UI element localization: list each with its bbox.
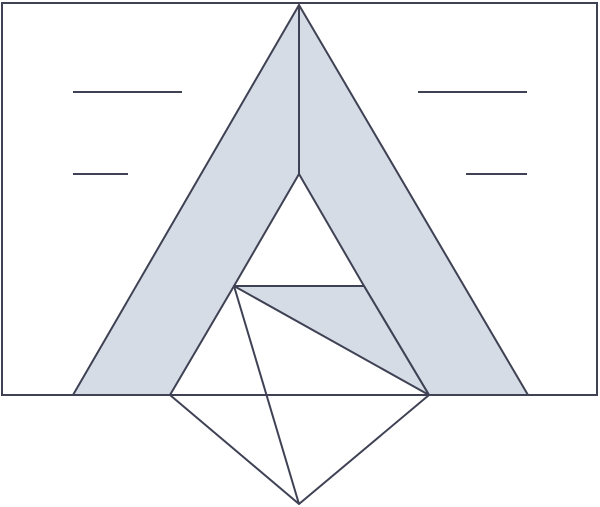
bottom-diamond-outline xyxy=(169,394,430,505)
inner-shaded-triangle xyxy=(233,285,430,396)
inner-diagonal-line xyxy=(233,285,300,505)
outer-frame xyxy=(1,2,598,396)
left-leg-band xyxy=(72,4,300,396)
